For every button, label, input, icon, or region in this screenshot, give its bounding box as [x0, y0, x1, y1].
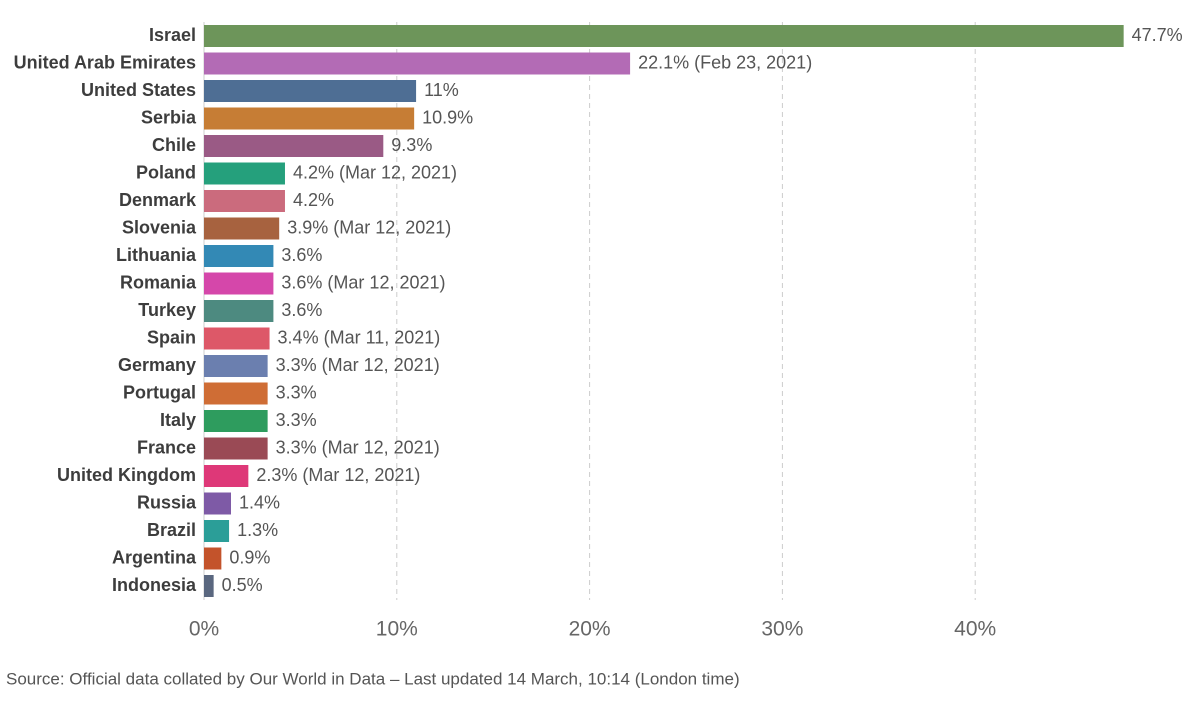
value-label: 3.9% (Mar 12, 2021) — [287, 217, 451, 237]
value-label: 0.9% — [229, 547, 270, 567]
bar — [204, 410, 268, 432]
category-label: Romania — [120, 272, 197, 292]
value-label: 11% — [424, 80, 459, 100]
category-label: Spain — [147, 327, 196, 347]
bar — [204, 162, 285, 185]
value-label: 1.3% — [237, 520, 278, 540]
bar — [204, 107, 415, 130]
bar — [204, 465, 249, 487]
value-label: 3.3% (Mar 12, 2021) — [276, 437, 440, 457]
category-label: Brazil — [147, 520, 196, 540]
bar — [204, 300, 274, 322]
category-label: Portugal — [123, 382, 196, 402]
value-label: 3.6% — [281, 300, 322, 320]
bar — [204, 382, 268, 405]
value-label: 0.5% — [222, 575, 263, 595]
x-tick-label: 0% — [189, 618, 219, 641]
category-label: Argentina — [112, 547, 197, 567]
x-tick-label: 20% — [569, 618, 611, 641]
value-label: 3.3% — [276, 382, 317, 402]
x-tick-label: 40% — [954, 618, 996, 641]
x-tick-label: 10% — [376, 618, 418, 641]
bar — [204, 547, 222, 570]
value-label: 2.3% (Mar 12, 2021) — [256, 465, 420, 485]
value-label: 3.6% (Mar 12, 2021) — [281, 272, 445, 292]
category-label: Serbia — [141, 107, 197, 127]
value-label: 3.3% — [276, 410, 317, 430]
bar — [204, 520, 230, 542]
source-note: Source: Official data collated by Our Wo… — [6, 669, 740, 688]
category-label: Italy — [160, 410, 196, 430]
bar — [204, 492, 231, 515]
category-label: United Arab Emirates — [14, 52, 196, 72]
category-label: Germany — [118, 355, 196, 375]
value-label: 4.2% — [293, 190, 334, 210]
bar — [204, 272, 274, 295]
value-label: 3.6% — [281, 245, 322, 265]
bar — [204, 437, 268, 460]
x-tick-label: 30% — [761, 618, 803, 641]
bar — [204, 135, 384, 157]
value-label: 3.3% (Mar 12, 2021) — [276, 355, 440, 375]
value-label: 3.4% (Mar 11, 2021) — [278, 327, 441, 347]
category-label: Russia — [137, 492, 197, 512]
value-label: 4.2% (Mar 12, 2021) — [293, 162, 457, 182]
bar — [204, 25, 1124, 47]
bar — [204, 217, 280, 240]
value-label: 47.7% — [1132, 25, 1183, 45]
bar — [204, 575, 214, 597]
bar — [204, 80, 417, 102]
category-label: France — [137, 437, 196, 457]
category-label: Turkey — [138, 300, 196, 320]
category-label: United Kingdom — [57, 465, 196, 485]
category-label: Lithuania — [116, 245, 197, 265]
category-label: Poland — [136, 162, 196, 182]
value-label: 1.4% — [239, 492, 280, 512]
value-label: 9.3% — [391, 135, 432, 155]
category-label: Chile — [152, 135, 196, 155]
category-label: Slovenia — [122, 217, 197, 237]
category-label: Denmark — [119, 190, 197, 210]
value-label: 22.1% (Feb 23, 2021) — [638, 52, 812, 72]
value-label: 10.9% — [422, 107, 473, 127]
bar — [204, 327, 270, 350]
bar — [204, 190, 285, 212]
category-label: United States — [81, 80, 196, 100]
category-label: Israel — [149, 25, 196, 45]
bar — [204, 52, 631, 75]
bar — [204, 355, 268, 377]
category-label: Indonesia — [112, 575, 197, 595]
bar — [204, 245, 274, 267]
